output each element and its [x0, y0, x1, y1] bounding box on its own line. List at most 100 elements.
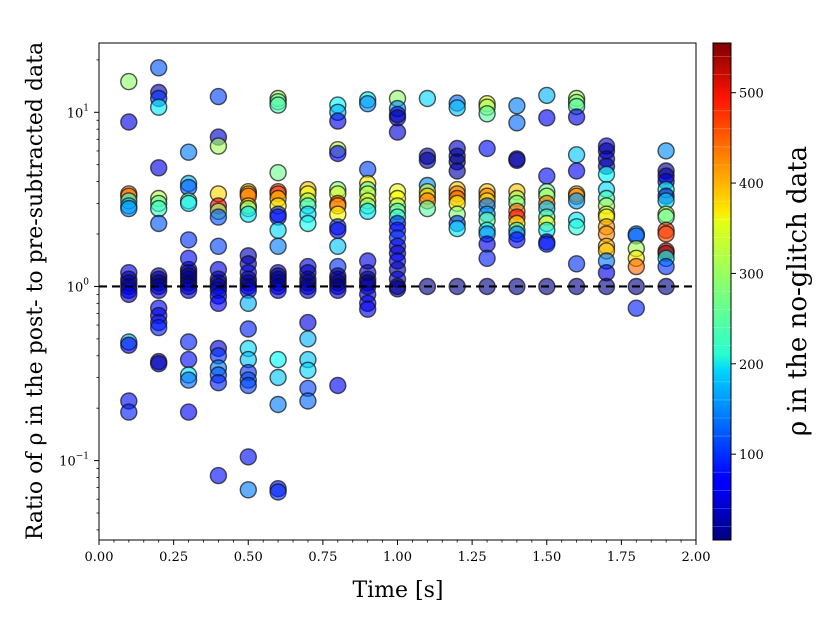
data-point [179, 231, 198, 249]
colorbar-tick-label: 200 [739, 358, 764, 373]
data-point [329, 221, 347, 240]
data-point [239, 481, 258, 499]
plot-area: 0.00 0.25 0.50 0.75 1.00 1.25 1.50 1.75 2.00 10−… [59, 42, 711, 565]
data-point [538, 109, 556, 127]
data-point [478, 249, 496, 267]
colorbar-tick-label: 500 [739, 87, 764, 102]
data-point [239, 448, 258, 466]
data-point [149, 59, 168, 77]
data-point [299, 214, 317, 233]
data-point [209, 466, 228, 485]
data-point [388, 123, 407, 141]
x-tick-label: 1.25 [458, 550, 487, 565]
data-point [448, 162, 466, 180]
x-tick-label: 0.75 [308, 550, 337, 565]
data-point [657, 225, 675, 243]
y-tick-label: 10−1 [59, 452, 89, 470]
data-point [149, 214, 168, 233]
data-point [179, 350, 198, 369]
data-point [179, 333, 198, 351]
data-point [657, 257, 675, 276]
data-point [567, 108, 586, 126]
data-point [329, 237, 347, 256]
data-point [269, 163, 287, 182]
data-point [209, 374, 228, 392]
data-point [508, 151, 526, 170]
data-point [120, 403, 138, 421]
data-point [120, 199, 138, 218]
data-point [627, 257, 645, 276]
data-point [269, 96, 287, 114]
x-tick-label: 1.75 [607, 550, 636, 565]
data-point [269, 395, 287, 414]
data-point [418, 89, 437, 108]
data-point [448, 219, 466, 238]
data-point [448, 99, 466, 117]
colorbar-tick-label: 300 [739, 267, 764, 282]
data-point [149, 159, 168, 177]
data-point [179, 371, 198, 389]
data-point [388, 280, 407, 298]
data-point [418, 151, 437, 170]
data-point [179, 194, 198, 213]
data-point [120, 336, 138, 354]
data-point [567, 162, 586, 180]
data-point [359, 300, 377, 318]
data-point [388, 109, 407, 127]
data-points [120, 59, 675, 501]
data-point [269, 368, 287, 387]
y-axis-title: Ratio of ρ in the post- to pre-subtracte… [23, 42, 48, 540]
data-point [597, 165, 616, 184]
data-point [149, 318, 168, 337]
data-point [120, 113, 138, 131]
data-point [418, 199, 437, 218]
x-tick-label: 0.50 [234, 550, 263, 565]
data-point [179, 281, 198, 299]
data-point [567, 146, 586, 164]
data-point [299, 361, 317, 379]
data-point [209, 237, 228, 256]
data-point [538, 167, 556, 185]
x-axis-ticks: 0.00 0.25 0.50 0.75 1.00 1.25 1.50 1.75 2.00 [85, 540, 711, 565]
colorbar: 100 200 300 400 500 ρ in the no-glitch data [712, 42, 813, 541]
data-point [269, 221, 287, 240]
data-point [478, 105, 496, 123]
data-point [299, 313, 317, 332]
data-point [239, 320, 258, 338]
data-point [299, 330, 317, 348]
y-tick-label: 101 [67, 103, 89, 121]
data-point [120, 72, 138, 91]
data-point [508, 97, 526, 115]
data-point [538, 235, 556, 253]
data-point [149, 199, 168, 218]
data-point [209, 87, 228, 106]
data-point [149, 355, 168, 373]
colorbar-tick-label: 100 [739, 448, 764, 463]
data-point [567, 218, 586, 236]
x-axis-title: Time [s] [352, 578, 443, 603]
data-point [508, 231, 526, 249]
data-point [149, 281, 168, 299]
data-point [567, 255, 586, 273]
data-point [269, 281, 287, 299]
data-point [329, 112, 347, 130]
data-point [149, 98, 168, 116]
x-tick-label: 2.00 [682, 550, 711, 565]
y-tick-label: 100 [67, 277, 90, 295]
data-point [209, 208, 228, 226]
data-point [239, 376, 258, 395]
data-point [239, 294, 258, 312]
data-point [209, 137, 228, 155]
colorbar-tick-label: 400 [739, 177, 764, 192]
data-point [508, 114, 526, 132]
data-point [179, 403, 198, 421]
data-point [179, 143, 198, 161]
data-point [329, 144, 347, 163]
data-point [478, 139, 496, 158]
data-point [299, 281, 317, 299]
data-point [269, 350, 287, 369]
data-point [209, 294, 228, 312]
data-point [269, 237, 287, 256]
colorbar-ticks: 100 200 300 400 500 [713, 56, 764, 527]
